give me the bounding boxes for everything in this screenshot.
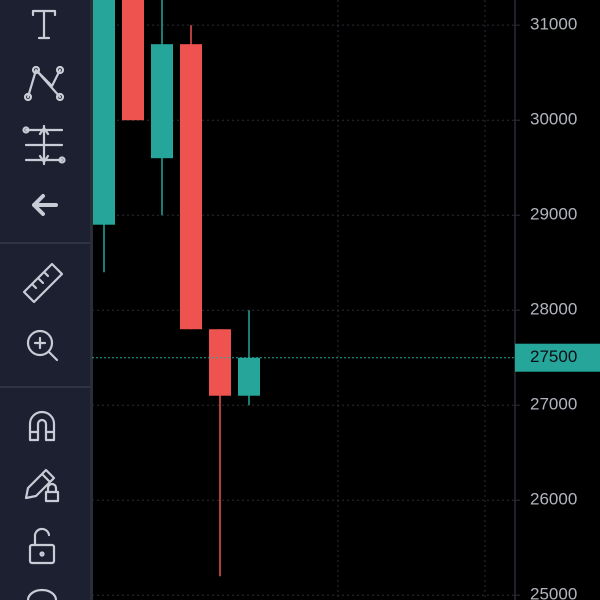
candles bbox=[93, 0, 260, 577]
text-tool[interactable] bbox=[31, 9, 57, 40]
visibility-tool[interactable] bbox=[26, 588, 58, 600]
lock-drawings[interactable] bbox=[24, 468, 60, 503]
last-price-tag bbox=[515, 343, 600, 372]
candle-body bbox=[209, 329, 231, 396]
candle-body bbox=[180, 44, 202, 330]
y-tick-label: 30000 bbox=[530, 110, 577, 129]
y-tick-label: 25000 bbox=[530, 585, 577, 600]
ruler-tool[interactable] bbox=[22, 262, 64, 304]
candle-body bbox=[151, 44, 173, 159]
back-arrow[interactable] bbox=[32, 194, 58, 216]
candle-body bbox=[122, 0, 144, 121]
y-tick-label: 29000 bbox=[530, 205, 577, 224]
toolbar-border bbox=[90, 0, 93, 600]
last-price-label: 27500 bbox=[530, 347, 577, 366]
candle-body bbox=[93, 0, 115, 225]
price-axis: 25000 26000 27000 28000 29000 30000 31000 bbox=[515, 15, 577, 600]
magnet-tool[interactable] bbox=[28, 410, 56, 442]
pattern-tool[interactable] bbox=[23, 65, 65, 102]
y-tick-label: 27000 bbox=[530, 395, 577, 414]
y-tick-label: 26000 bbox=[530, 490, 577, 509]
y-tick-label: 31000 bbox=[530, 15, 577, 34]
unlock-tool[interactable] bbox=[28, 527, 56, 565]
y-tick-label: 28000 bbox=[530, 300, 577, 319]
candle-body bbox=[238, 357, 260, 396]
projection-tool[interactable] bbox=[22, 124, 66, 166]
zoom-tool[interactable] bbox=[26, 329, 59, 362]
toolbar bbox=[0, 0, 93, 600]
toolbar-bg bbox=[0, 0, 90, 600]
